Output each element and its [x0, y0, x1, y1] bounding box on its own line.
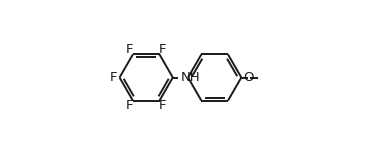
Text: F: F — [159, 43, 166, 56]
Text: F: F — [159, 99, 166, 112]
Text: F: F — [126, 99, 134, 112]
Text: O: O — [243, 71, 254, 84]
Text: F: F — [126, 43, 134, 56]
Text: NH: NH — [181, 71, 201, 84]
Text: F: F — [110, 71, 118, 84]
